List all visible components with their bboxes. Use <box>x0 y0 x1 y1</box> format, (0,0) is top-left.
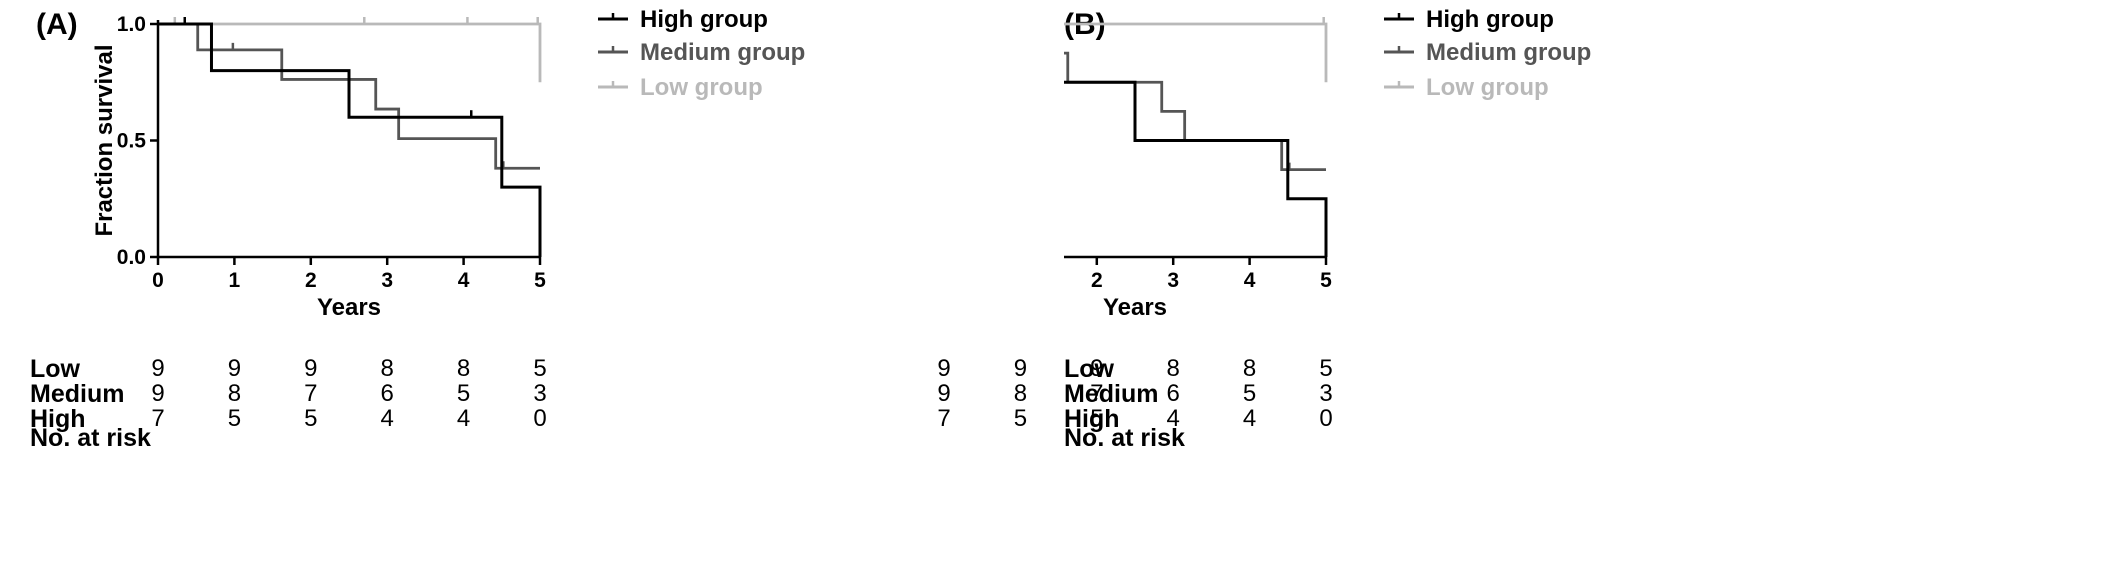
panel-label: (A) <box>36 8 78 41</box>
risk-row-medium: Medium 9 8 7 6 5 3 <box>0 380 1000 410</box>
risk-count: 6 <box>380 380 394 407</box>
risk-count: 4 <box>1166 405 1180 432</box>
risk-count: 0 <box>533 405 547 432</box>
legend-label-medium: Medium group <box>640 39 805 66</box>
risk-row-high: High 7 5 5 4 4 0 <box>0 405 1000 435</box>
series-line-low <box>1064 22 1328 83</box>
legend-label-high: High group <box>640 6 768 33</box>
risk-count: 5 <box>533 355 547 382</box>
risk-count: 6 <box>1166 380 1180 407</box>
y-tick-label: 0.5 <box>117 130 147 153</box>
series-line-high <box>1064 80 1328 257</box>
x-tick-label: 0 <box>152 269 164 292</box>
series-line-medium <box>1064 51 1326 172</box>
risk-count: 8 <box>456 355 471 382</box>
risk-count: 3 <box>533 380 547 407</box>
risk-count: 5 <box>227 405 242 432</box>
risk-row-label: High <box>30 405 86 433</box>
risk-table-title: No. at risk <box>30 424 151 452</box>
risk-count: 7 <box>1090 380 1104 407</box>
legend-label-low: Low group <box>640 74 763 101</box>
risk-row-label: High <box>1064 405 1120 433</box>
x-tick-label: 5 <box>1320 269 1332 292</box>
risk-count: 8 <box>1242 355 1257 382</box>
risk-count: 9 <box>151 380 165 407</box>
risk-count: 0 <box>1319 405 1333 432</box>
legend-label-high: High group <box>1426 6 1554 33</box>
risk-row-high: High 7 5 5 4 4 0 <box>937 405 2064 435</box>
risk-table-title: No. at risk <box>1064 424 1185 452</box>
risk-row-label: Medium <box>30 380 125 408</box>
risk-count: 7 <box>304 380 318 407</box>
x-tick-label: 3 <box>1167 269 1179 292</box>
y-tick-label: 1.0 <box>117 13 146 36</box>
risk-count: 8 <box>380 355 394 382</box>
risk-count: 9 <box>304 355 318 382</box>
risk-count: 3 <box>1319 380 1333 407</box>
legend-label-low: Low group <box>1426 74 1549 101</box>
risk-count: 9 <box>937 355 951 382</box>
risk-count: 9 <box>151 355 165 382</box>
series-line-high <box>158 22 542 257</box>
risk-count: 8 <box>1166 355 1180 382</box>
risk-row-medium: Medium 9 8 7 6 5 3 <box>937 380 2064 410</box>
risk-count: 5 <box>1242 380 1257 407</box>
panel-a: (A) 0 1 2 3 4 5 0.0 0.5 1.0 Years Fraction surviva… <box>0 6 1000 452</box>
risk-count: 9 <box>1090 355 1104 382</box>
risk-count: 5 <box>1319 355 1333 382</box>
risk-count: 4 <box>380 405 394 432</box>
risk-count: 4 <box>1242 405 1257 432</box>
risk-count: 9 <box>227 355 242 382</box>
risk-row-label: Low <box>30 355 80 383</box>
x-tick-label: 4 <box>458 269 470 292</box>
risk-count: 7 <box>151 405 165 432</box>
risk-count: 5 <box>456 380 471 407</box>
series-line-medium <box>158 22 540 170</box>
y-tick-label: 0.0 <box>117 246 146 269</box>
x-axis-label: Years <box>1103 294 1167 321</box>
risk-row-low: Low 9 9 9 8 8 5 <box>0 355 1000 385</box>
risk-row-low: Low 9 9 9 8 8 5 <box>937 355 2064 385</box>
x-axis-label: Years <box>317 294 381 321</box>
y-axis-label: Fraction survival <box>91 44 118 236</box>
x-tick-label: 5 <box>534 269 546 292</box>
km-chart: 0 1 2 3 4 5 0.0 0.5 1.0 Years Fraction survival Hig… <box>91 6 805 321</box>
legend-label-medium: Medium group <box>1426 39 1591 66</box>
risk-count: 5 <box>304 405 318 432</box>
x-tick-label: 4 <box>1244 269 1256 292</box>
risk-count: 4 <box>456 405 471 432</box>
risk-count: 9 <box>1013 355 1028 382</box>
risk-count: 7 <box>937 405 951 432</box>
risk-count: 5 <box>1013 405 1028 432</box>
x-tick-label: 1 <box>229 269 241 292</box>
series-line-low <box>158 22 542 83</box>
risk-count: 9 <box>937 380 951 407</box>
risk-row-label: Medium <box>1064 380 1159 408</box>
risk-count: 5 <box>1090 405 1104 432</box>
x-tick-label: 2 <box>1091 269 1103 292</box>
x-tick-label: 3 <box>381 269 393 292</box>
risk-count: 8 <box>227 380 242 407</box>
x-tick-label: 2 <box>305 269 317 292</box>
risk-count: 8 <box>1013 380 1028 407</box>
risk-row-label: Low <box>1064 355 1114 383</box>
